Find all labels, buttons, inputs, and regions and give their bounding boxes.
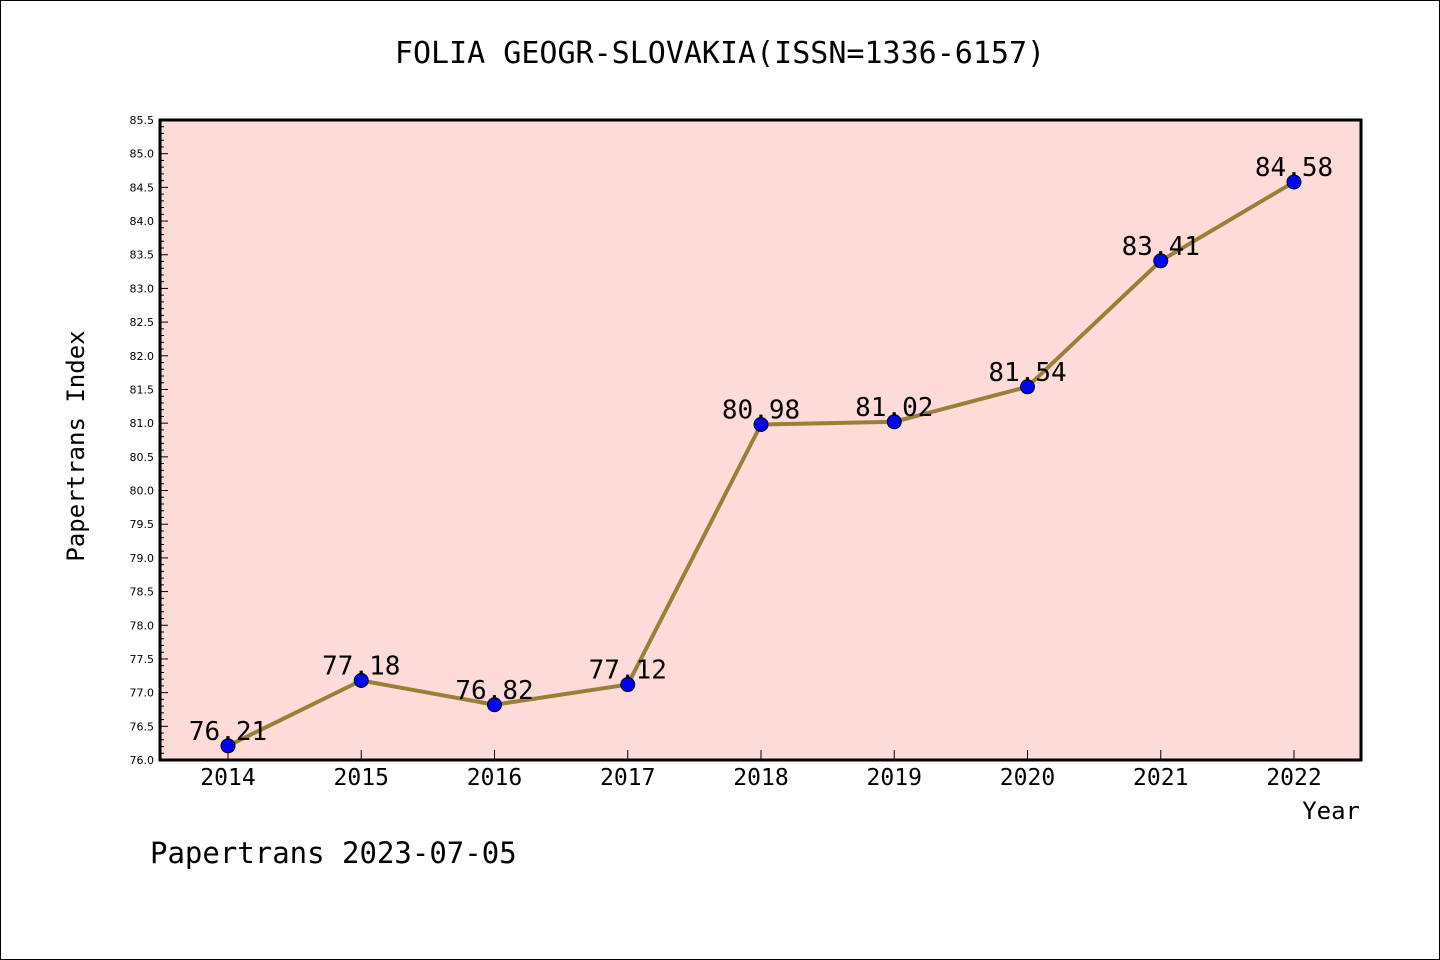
data-label: 81.54	[988, 358, 1066, 388]
data-point	[1020, 379, 1035, 395]
y-tick-label: 85.5	[130, 114, 155, 127]
data-label: 83.41	[1122, 232, 1200, 262]
y-tick-label: 80.0	[130, 485, 155, 498]
y-axis: 76.0 76.5 77.0 77.5 78.0 78.5 79.0 79.5 80.0 80.5…	[130, 114, 168, 767]
x-tick-label: 2019	[867, 765, 922, 791]
y-tick-label: 84.5	[130, 181, 155, 194]
x-tick-label: 2022	[1266, 765, 1321, 791]
y-tick-label: 82.0	[130, 350, 155, 363]
y-tick-label: 77.0	[130, 687, 155, 700]
plot-area	[160, 120, 1361, 760]
data-label: 81.02	[855, 393, 933, 423]
y-tick-label: 82.5	[130, 316, 155, 329]
y-tick-label: 83.5	[130, 249, 155, 262]
data-point	[1286, 174, 1302, 190]
x-tick-label: 2015	[334, 765, 389, 791]
y-tick-label: 79.5	[130, 518, 155, 531]
x-tick-label: 2020	[1000, 765, 1055, 791]
footer-text: Papertrans 2023-07-05	[150, 836, 517, 870]
y-tick-label: 84.0	[130, 215, 155, 228]
y-tick-label: 81.5	[130, 383, 155, 396]
data-point	[620, 677, 636, 693]
data-label: 76.21	[189, 717, 267, 747]
y-tick-label: 80.5	[130, 451, 155, 464]
x-axis-label: Year	[1302, 797, 1360, 825]
data-point	[353, 673, 369, 689]
data-label: 84.58	[1255, 153, 1333, 183]
data-point	[886, 414, 902, 430]
x-axis: 2014 2015 2016 2017 2018 2019 2020 2021 2022	[200, 750, 1322, 791]
y-tick-label: 83.0	[130, 282, 155, 295]
x-tick-label: 2014	[200, 765, 255, 791]
data-label: 76.82	[455, 676, 533, 706]
plot-border	[158, 118, 1363, 762]
x-tick-label: 2021	[1133, 765, 1188, 791]
y-tick-label: 76.0	[130, 754, 155, 767]
x-tick-label: 2016	[467, 765, 522, 791]
y-tick-label: 78.0	[130, 619, 155, 632]
data-point	[753, 417, 769, 433]
data-point	[487, 697, 502, 713]
y-tick-label: 79.0	[130, 552, 155, 565]
y-tick-label: 85.0	[130, 148, 155, 161]
data-label: 77.18	[322, 652, 400, 682]
y-tick-label: 81.0	[130, 417, 155, 430]
chart-title: FOLIA GEOGR-SLOVAKIA(ISSN=1336-6157)	[394, 36, 1046, 71]
data-point	[1153, 253, 1169, 269]
y-tick-label: 76.5	[130, 720, 155, 733]
x-tick-label: 2018	[733, 765, 788, 791]
data-label: 80.98	[722, 396, 800, 426]
data-point	[220, 738, 236, 754]
y-tick-label: 77.5	[130, 653, 155, 666]
series-group: 76.21 77.18 76.82 77.12 80.98 81.02 81.54 83.41…	[189, 153, 1333, 754]
data-label: 77.12	[589, 656, 667, 686]
x-tick-label: 2017	[600, 765, 655, 791]
y-tick-label: 78.5	[130, 586, 155, 599]
